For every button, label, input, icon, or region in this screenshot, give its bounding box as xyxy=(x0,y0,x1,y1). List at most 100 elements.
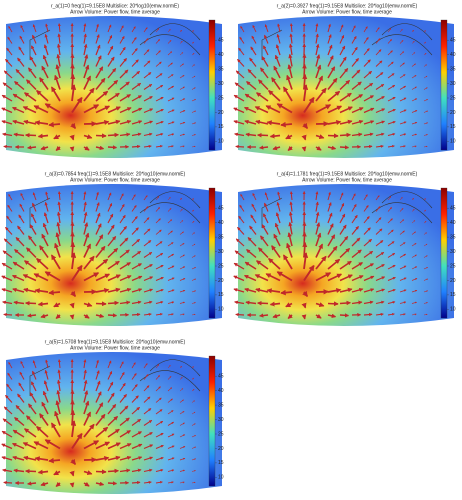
arrow xyxy=(423,134,428,136)
arrow xyxy=(179,75,185,79)
arrow xyxy=(327,245,338,258)
arrow xyxy=(387,312,395,316)
arrow xyxy=(423,278,429,281)
arrow xyxy=(191,434,196,438)
arrow xyxy=(423,30,426,33)
arrow xyxy=(95,234,104,247)
arrow xyxy=(44,439,61,450)
arrow xyxy=(179,469,186,472)
arrow xyxy=(191,30,194,33)
arrow xyxy=(155,397,162,403)
arrow xyxy=(245,132,257,137)
arrow xyxy=(131,300,142,305)
arrow xyxy=(167,481,174,484)
arrow xyxy=(53,134,61,140)
arrow xyxy=(375,228,383,235)
arrow xyxy=(375,288,386,293)
arrow xyxy=(375,206,381,212)
arrow xyxy=(71,96,83,114)
arrow xyxy=(17,225,25,235)
arrow xyxy=(261,224,269,235)
arrow xyxy=(250,214,257,224)
arrow xyxy=(1,120,13,125)
colorbar-tick-label: 10 xyxy=(450,139,456,145)
arrow xyxy=(167,219,173,224)
arrow xyxy=(107,370,113,380)
colorbar-tick-label: 15 xyxy=(218,292,224,298)
plot-area xyxy=(6,184,222,326)
arrow xyxy=(143,240,152,247)
arrow xyxy=(57,23,61,33)
arrow xyxy=(54,410,61,426)
arrow xyxy=(131,406,140,415)
arrow xyxy=(375,96,385,102)
arrow xyxy=(272,145,281,151)
panel-subtitle: Arrow Volume: Power flow, time average xyxy=(70,9,160,15)
arrow xyxy=(17,393,25,403)
arrow xyxy=(107,106,121,114)
arrow xyxy=(243,106,257,114)
arrow xyxy=(363,70,372,79)
arrow xyxy=(95,191,99,201)
arrow xyxy=(119,262,131,270)
arrow xyxy=(191,243,196,247)
arrow xyxy=(387,276,396,281)
arrow xyxy=(143,408,152,415)
arrow xyxy=(351,214,358,224)
arrow xyxy=(276,201,281,212)
panel-title: r_a(3)=0.7854 freq(1)=9.15E8 Multislice:… xyxy=(45,171,186,177)
arrow xyxy=(6,47,13,56)
arrow xyxy=(95,391,102,403)
arrow xyxy=(249,225,257,235)
arrow xyxy=(423,266,428,270)
arrow xyxy=(83,104,100,114)
arrow xyxy=(18,46,25,56)
colorbar-tick-label: 35 xyxy=(218,66,224,72)
arrow xyxy=(20,193,25,201)
arrow xyxy=(315,222,321,235)
arrow xyxy=(351,226,359,235)
arrow xyxy=(42,222,49,235)
arrow xyxy=(423,87,428,90)
arrow xyxy=(56,379,61,392)
arrow xyxy=(423,110,429,113)
arrow xyxy=(363,37,369,44)
arrow xyxy=(83,423,95,438)
arrow xyxy=(363,250,374,258)
arrow xyxy=(45,359,49,369)
arrow xyxy=(33,105,49,114)
arrow xyxy=(167,277,175,281)
arrow xyxy=(19,203,25,212)
arrow xyxy=(95,456,110,461)
arrow xyxy=(363,263,374,270)
arrow xyxy=(12,261,25,270)
colorbar-tick-label: 20 xyxy=(450,278,456,284)
arrow xyxy=(275,212,281,224)
arrow xyxy=(387,132,396,136)
arrow xyxy=(191,134,196,136)
arrow xyxy=(274,54,281,67)
arrow xyxy=(191,278,197,281)
arrow xyxy=(95,313,105,319)
arrow xyxy=(179,29,182,33)
colorbar-tick-label: 25 xyxy=(450,263,456,269)
arrow xyxy=(70,84,77,102)
arrow xyxy=(233,288,245,293)
arrow xyxy=(14,249,25,259)
arrow xyxy=(191,411,196,415)
arrow xyxy=(327,145,337,151)
arrow xyxy=(411,301,418,304)
arrow xyxy=(375,240,384,247)
arrow xyxy=(387,28,392,33)
arrow xyxy=(258,247,269,259)
arrow xyxy=(41,65,49,79)
arrow xyxy=(131,395,139,403)
arrow xyxy=(143,480,152,484)
arrow xyxy=(155,288,164,293)
arrow xyxy=(167,97,175,102)
arrow xyxy=(71,432,83,450)
arrow xyxy=(14,81,25,91)
arrow xyxy=(351,69,361,79)
arrow xyxy=(8,193,13,201)
arrow xyxy=(95,23,99,33)
